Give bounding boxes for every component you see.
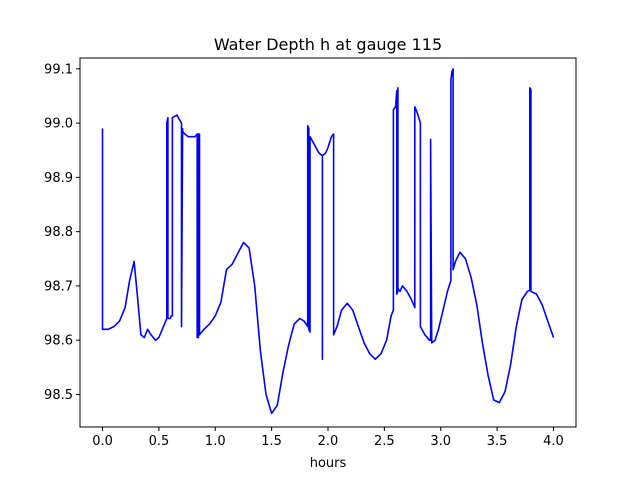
x-tick-label: 3.0 xyxy=(430,434,451,449)
y-tick-label: 98.8 xyxy=(44,225,73,240)
x-tick-label: 2.5 xyxy=(374,434,395,449)
x-axis-label: hours xyxy=(310,456,347,471)
plot-frame xyxy=(79,57,577,428)
x-tick-label: 1.0 xyxy=(205,434,226,449)
y-tick-label: 98.9 xyxy=(44,171,73,186)
chart-title: Water Depth h at gauge 115 xyxy=(214,35,442,54)
y-tick-label: 99.0 xyxy=(44,117,73,132)
y-axis-ticks: 98.5 98.6 98.7 98.8 98.9 99.0 99.1 xyxy=(44,62,80,403)
x-tick-label: 0.5 xyxy=(149,434,170,449)
plot-area xyxy=(80,58,576,427)
series-layer xyxy=(101,68,555,415)
y-tick-label: 99.1 xyxy=(44,62,73,77)
x-tick-label: 4.0 xyxy=(543,434,564,449)
y-tick-label: 98.5 xyxy=(44,388,73,403)
x-tick-label: 3.5 xyxy=(487,434,508,449)
y-tick-label: 98.7 xyxy=(44,279,73,294)
x-tick-label: 1.5 xyxy=(261,434,282,449)
y-tick-label: 98.6 xyxy=(44,334,73,349)
x-tick-label: 0.0 xyxy=(92,434,113,449)
series-line xyxy=(101,68,555,415)
x-tick-label: 2.0 xyxy=(318,434,339,449)
x-axis-ticks: 0.0 0.5 1.0 1.5 2.0 2.5 3.0 3.5 4.0 xyxy=(92,427,564,449)
